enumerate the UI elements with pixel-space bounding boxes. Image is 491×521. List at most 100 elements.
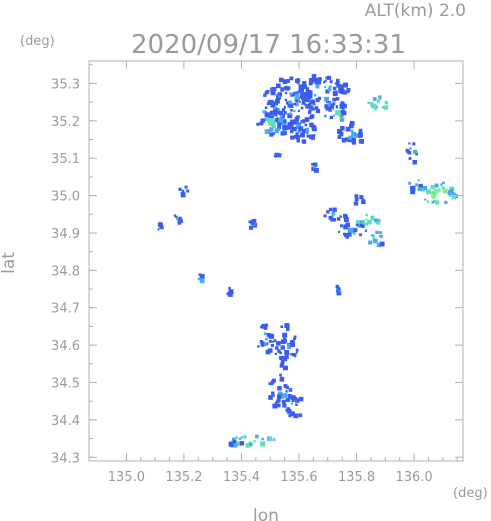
echo-cell — [310, 114, 315, 119]
echo-cell — [293, 413, 299, 419]
x-tick-label: 135.8 — [338, 470, 375, 485]
echo-cell — [302, 120, 306, 124]
echo-cell — [303, 92, 307, 96]
echo-region — [248, 218, 258, 230]
echo-cell — [282, 332, 288, 338]
echo-cell — [317, 96, 322, 100]
echo-cell — [312, 78, 316, 83]
echo-cell — [328, 216, 333, 220]
echo-cell — [295, 348, 299, 352]
echo-cell — [272, 123, 277, 128]
echo-cell — [280, 395, 284, 399]
y-unit-label: (deg) — [20, 34, 55, 49]
echo-cell — [197, 277, 201, 281]
echo-cell — [345, 222, 350, 228]
echo-cell — [332, 218, 336, 222]
echo-cell — [272, 438, 276, 442]
echo-cell — [442, 181, 445, 185]
echo-cell — [409, 147, 412, 150]
echo-region — [173, 214, 183, 225]
echo-cell — [269, 132, 274, 137]
echo-cell — [308, 111, 311, 115]
echo-cell — [384, 100, 388, 104]
echo-cell — [312, 126, 317, 132]
echo-cell — [339, 117, 345, 122]
echo-cell — [317, 77, 322, 82]
echo-cell — [412, 160, 417, 165]
echo-region — [323, 207, 349, 223]
echo-cell — [304, 117, 310, 122]
echo-cell — [358, 139, 362, 143]
echo-cell — [308, 78, 313, 82]
echo-cell — [424, 198, 427, 201]
echo-cell — [367, 101, 370, 104]
echo-cell — [340, 126, 345, 131]
echo-cell — [280, 87, 285, 91]
echo-region — [421, 181, 458, 205]
echo-cell — [436, 188, 441, 193]
echo-cell — [426, 200, 430, 203]
echo-cell — [337, 135, 342, 139]
echo-cell — [261, 323, 267, 329]
echo-cell — [293, 353, 297, 357]
y-tick-label: 34.4 — [51, 414, 80, 429]
echo-cell — [291, 399, 295, 402]
echo-cell — [255, 434, 259, 439]
echo-cell — [274, 352, 277, 356]
echo-cell — [372, 97, 377, 101]
x-tick-label: 135.6 — [280, 470, 317, 485]
echo-cell — [291, 353, 295, 357]
echo-cell — [375, 105, 378, 108]
echo-cell — [417, 187, 422, 192]
echo-cell — [296, 118, 299, 122]
echo-cell — [364, 229, 367, 232]
echo-cell — [372, 238, 378, 244]
echo-cell — [253, 439, 256, 443]
echo-cell — [268, 340, 272, 343]
echo-region — [337, 121, 364, 145]
echo-cell — [281, 108, 286, 112]
y-tick-label: 34.9 — [51, 227, 80, 242]
y-tick-label: 35.2 — [51, 115, 80, 130]
y-axis-title: lat — [0, 252, 19, 274]
echo-cell — [280, 355, 285, 360]
echo-cell — [283, 384, 288, 388]
echo-cell — [335, 106, 338, 109]
echo-cell — [290, 109, 293, 112]
echo-cell — [313, 167, 316, 170]
echo-cell — [418, 183, 423, 188]
plot-frame — [88, 60, 464, 462]
echo-cell — [297, 109, 300, 112]
echo-cell — [307, 93, 313, 99]
echo-cell — [274, 113, 278, 117]
echo-cell — [292, 126, 297, 132]
echo-cell — [298, 84, 303, 89]
echo-cell — [288, 103, 294, 108]
echo-cell — [288, 394, 293, 399]
echo-region — [226, 286, 234, 297]
echo-cell — [300, 132, 305, 138]
echo-cell — [293, 335, 297, 339]
echo-cell — [274, 401, 277, 405]
echo-cell — [311, 166, 316, 172]
echo-cell — [315, 84, 320, 89]
echo-cell — [279, 363, 284, 368]
echo-cell — [280, 114, 283, 118]
echo-cell — [368, 240, 373, 245]
echo-cell — [362, 222, 365, 225]
echo-cell — [264, 326, 268, 330]
echo-cell — [279, 356, 283, 360]
echo-cell — [328, 102, 332, 107]
echo-cell — [178, 218, 183, 223]
echo-cell — [308, 105, 314, 110]
echo-cell — [315, 77, 320, 83]
echo-cell — [256, 122, 260, 126]
echo-cell — [295, 99, 299, 103]
echo-cell — [287, 103, 291, 108]
echo-cell — [232, 437, 236, 442]
echo-cell — [290, 92, 295, 97]
x-tick-label: 135.4 — [223, 470, 260, 485]
echo-cell — [343, 82, 348, 88]
echo-cell — [332, 207, 337, 212]
echo-region — [157, 222, 164, 231]
